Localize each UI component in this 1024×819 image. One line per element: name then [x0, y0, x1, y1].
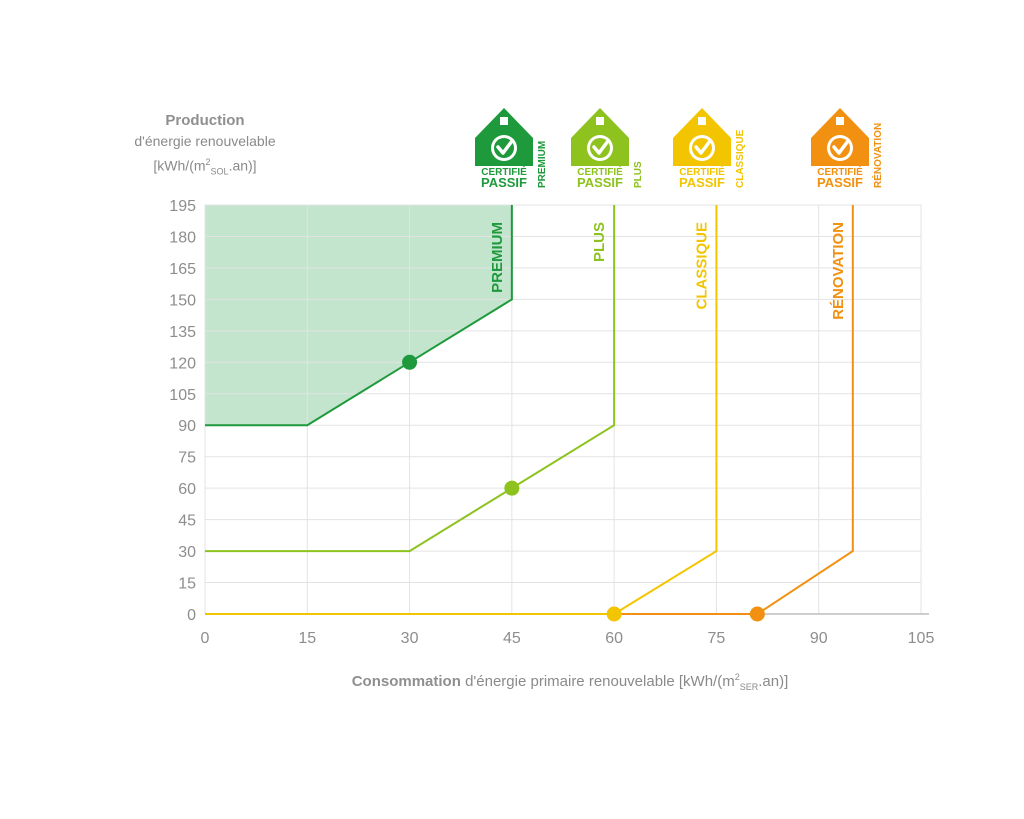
badge-bottom-text: PASSIF [481, 175, 527, 190]
series-label-premium: PREMIUM [489, 222, 506, 293]
badge-side-text: PREMIUM [537, 141, 548, 188]
badge-top-text: CERTIFIÉ [817, 165, 863, 178]
y-tick-label: 120 [169, 355, 196, 372]
y-tick-label: 45 [178, 513, 196, 530]
y-tick-label: 135 [169, 324, 196, 341]
x-axis-unit-sub: SER [739, 682, 759, 692]
badge-side-text: CLASSIQUE [735, 129, 746, 188]
y-tick-label: 90 [178, 418, 196, 435]
y-tick-label: 75 [178, 450, 196, 467]
badge-side-text: RÉNOVATION [871, 123, 884, 188]
y-tick-label: 165 [169, 261, 196, 278]
badge-check-icon [694, 139, 712, 155]
y-tick-label: 195 [169, 198, 196, 215]
y-tick-label: 15 [178, 576, 196, 593]
series-marker-rénovation [749, 606, 765, 622]
y-tick-label: 105 [169, 387, 196, 404]
series-label-classique: CLASSIQUE [693, 222, 710, 310]
y-tick-label: 150 [169, 292, 196, 309]
badge-window-icon [596, 117, 604, 125]
badge-bottom-text: PASSIF [817, 175, 863, 190]
y-axis-unit-suffix: .an)] [228, 157, 257, 174]
series-line-classique [205, 205, 718, 615]
y-axis-unit-sup: 2 [205, 157, 211, 167]
x-axis-title-rest: d'énergie primaire renouvelable [465, 673, 675, 690]
series-label-plus: PLUS [591, 222, 608, 262]
shaded-region [205, 205, 512, 426]
badge-top-text: CERTIFIÉ [481, 165, 527, 178]
y-axis-unit: [kWh/(m2SOL.an)] [110, 152, 300, 182]
y-axis-title-bold: Production [165, 112, 245, 129]
badge-window-icon [698, 117, 706, 125]
badge-side-text: PLUS [633, 161, 644, 188]
series-marker-premium [402, 354, 418, 370]
y-axis-title-line2: d'énergie renouvelable [134, 133, 276, 149]
x-axis-unit-sup: 2 [734, 672, 740, 682]
y-axis-title: Production d'énergie renouvelable [kWh/(… [110, 110, 300, 182]
badge-check-icon [592, 139, 610, 155]
badge-window-icon [500, 117, 508, 125]
badge-check-icon [496, 139, 514, 155]
y-tick-label: 30 [178, 544, 196, 561]
series-label-rénovation: RÉNOVATION [830, 222, 847, 320]
x-axis-unit-suffix: .an)] [758, 673, 789, 690]
series-marker-plus [504, 480, 520, 496]
series-marker-classique [606, 606, 622, 622]
x-tick-label: 30 [401, 630, 419, 647]
x-tick-label: 45 [503, 630, 521, 647]
x-tick-label: 90 [810, 630, 828, 647]
grid [204, 204, 922, 614]
badge-top-text: CERTIFIÉ [577, 165, 623, 178]
y-axis-unit-prefix: [kWh/(m [153, 157, 206, 174]
badge-window-icon [836, 117, 844, 125]
y-tick-label: 60 [178, 481, 196, 498]
y-axis-unit-sub: SOL [210, 166, 229, 177]
x-tick-label: 0 [201, 630, 210, 647]
series-line-rénovation [614, 205, 854, 615]
x-axis-title: Consommation d'énergie primaire renouvel… [200, 672, 940, 692]
x-axis-title-bold: Consommation [351, 673, 461, 690]
badge-check-icon [832, 139, 850, 155]
badge-bottom-text: PASSIF [577, 175, 623, 190]
x-tick-label: 105 [908, 630, 935, 647]
x-tick-label: 75 [708, 630, 726, 647]
y-tick-label: 180 [169, 229, 196, 246]
x-tick-label: 15 [298, 630, 316, 647]
x-tick-label: 60 [605, 630, 623, 647]
x-axis-unit-prefix: [kWh/(m [678, 673, 735, 690]
y-tick-label: 0 [187, 607, 196, 624]
badge-top-text: CERTIFIÉ [679, 165, 725, 178]
badge-bottom-text: PASSIF [679, 175, 725, 190]
